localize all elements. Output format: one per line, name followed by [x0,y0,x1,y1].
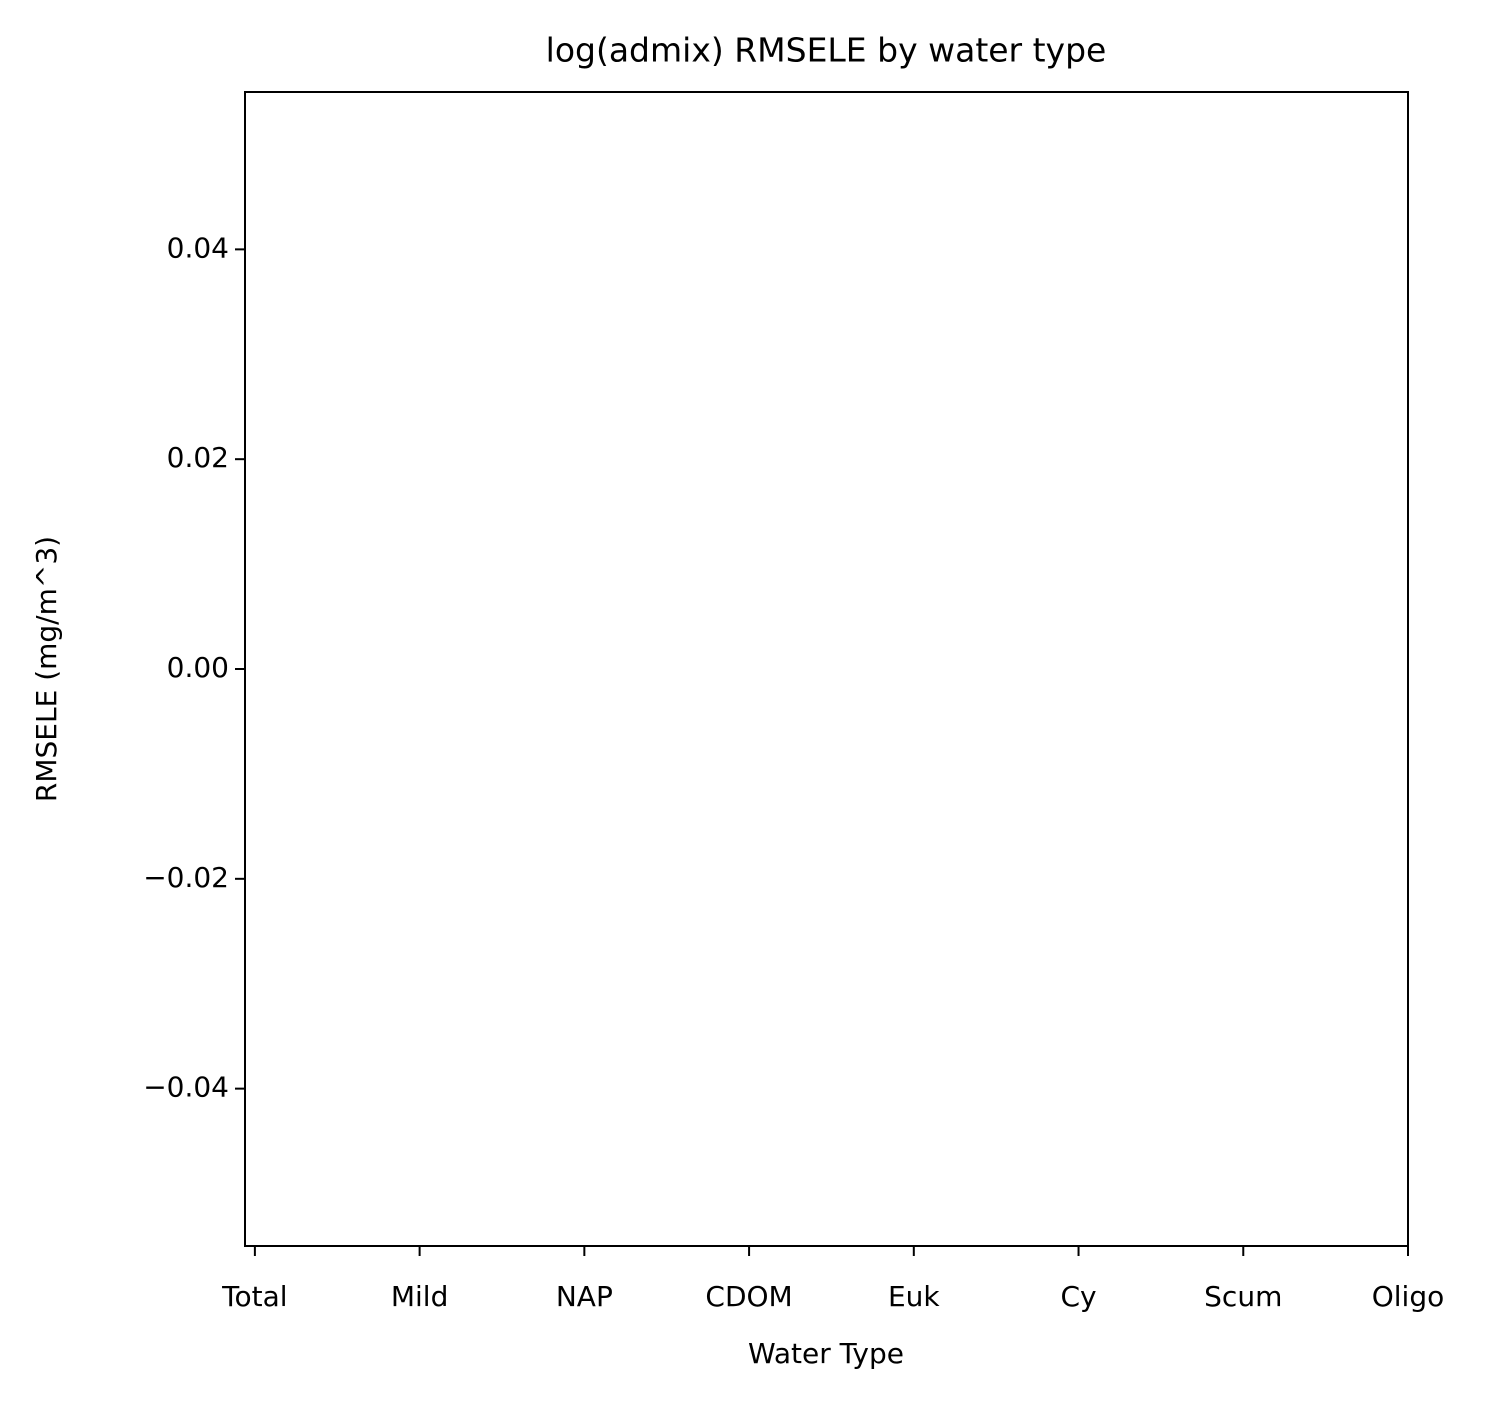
x-tick-label: NAP [556,1280,613,1313]
x-tick-label: CDOM [705,1280,792,1313]
y-axis-label: RMSELE (mg/m^3) [30,536,63,802]
x-tick-label: Scum [1204,1280,1282,1313]
plot-frame [244,91,1409,1247]
y-tick-label: 0.00 [167,651,229,684]
y-tick-label: −0.04 [143,1071,229,1104]
chart-title: log(admix) RMSELE by water type [546,31,1107,70]
y-tick-label: 0.04 [167,231,229,264]
x-tick-label: Oligo [1372,1280,1445,1313]
x-tick-label: Mild [391,1280,449,1313]
y-tick-label: 0.02 [167,441,229,474]
x-tick-label: Total [221,1280,287,1313]
x-tick-label: Euk [888,1280,940,1313]
x-tick-label: Cy [1060,1280,1096,1313]
y-tick-label: −0.02 [143,861,229,894]
x-axis-label: Water Type [748,1337,904,1370]
